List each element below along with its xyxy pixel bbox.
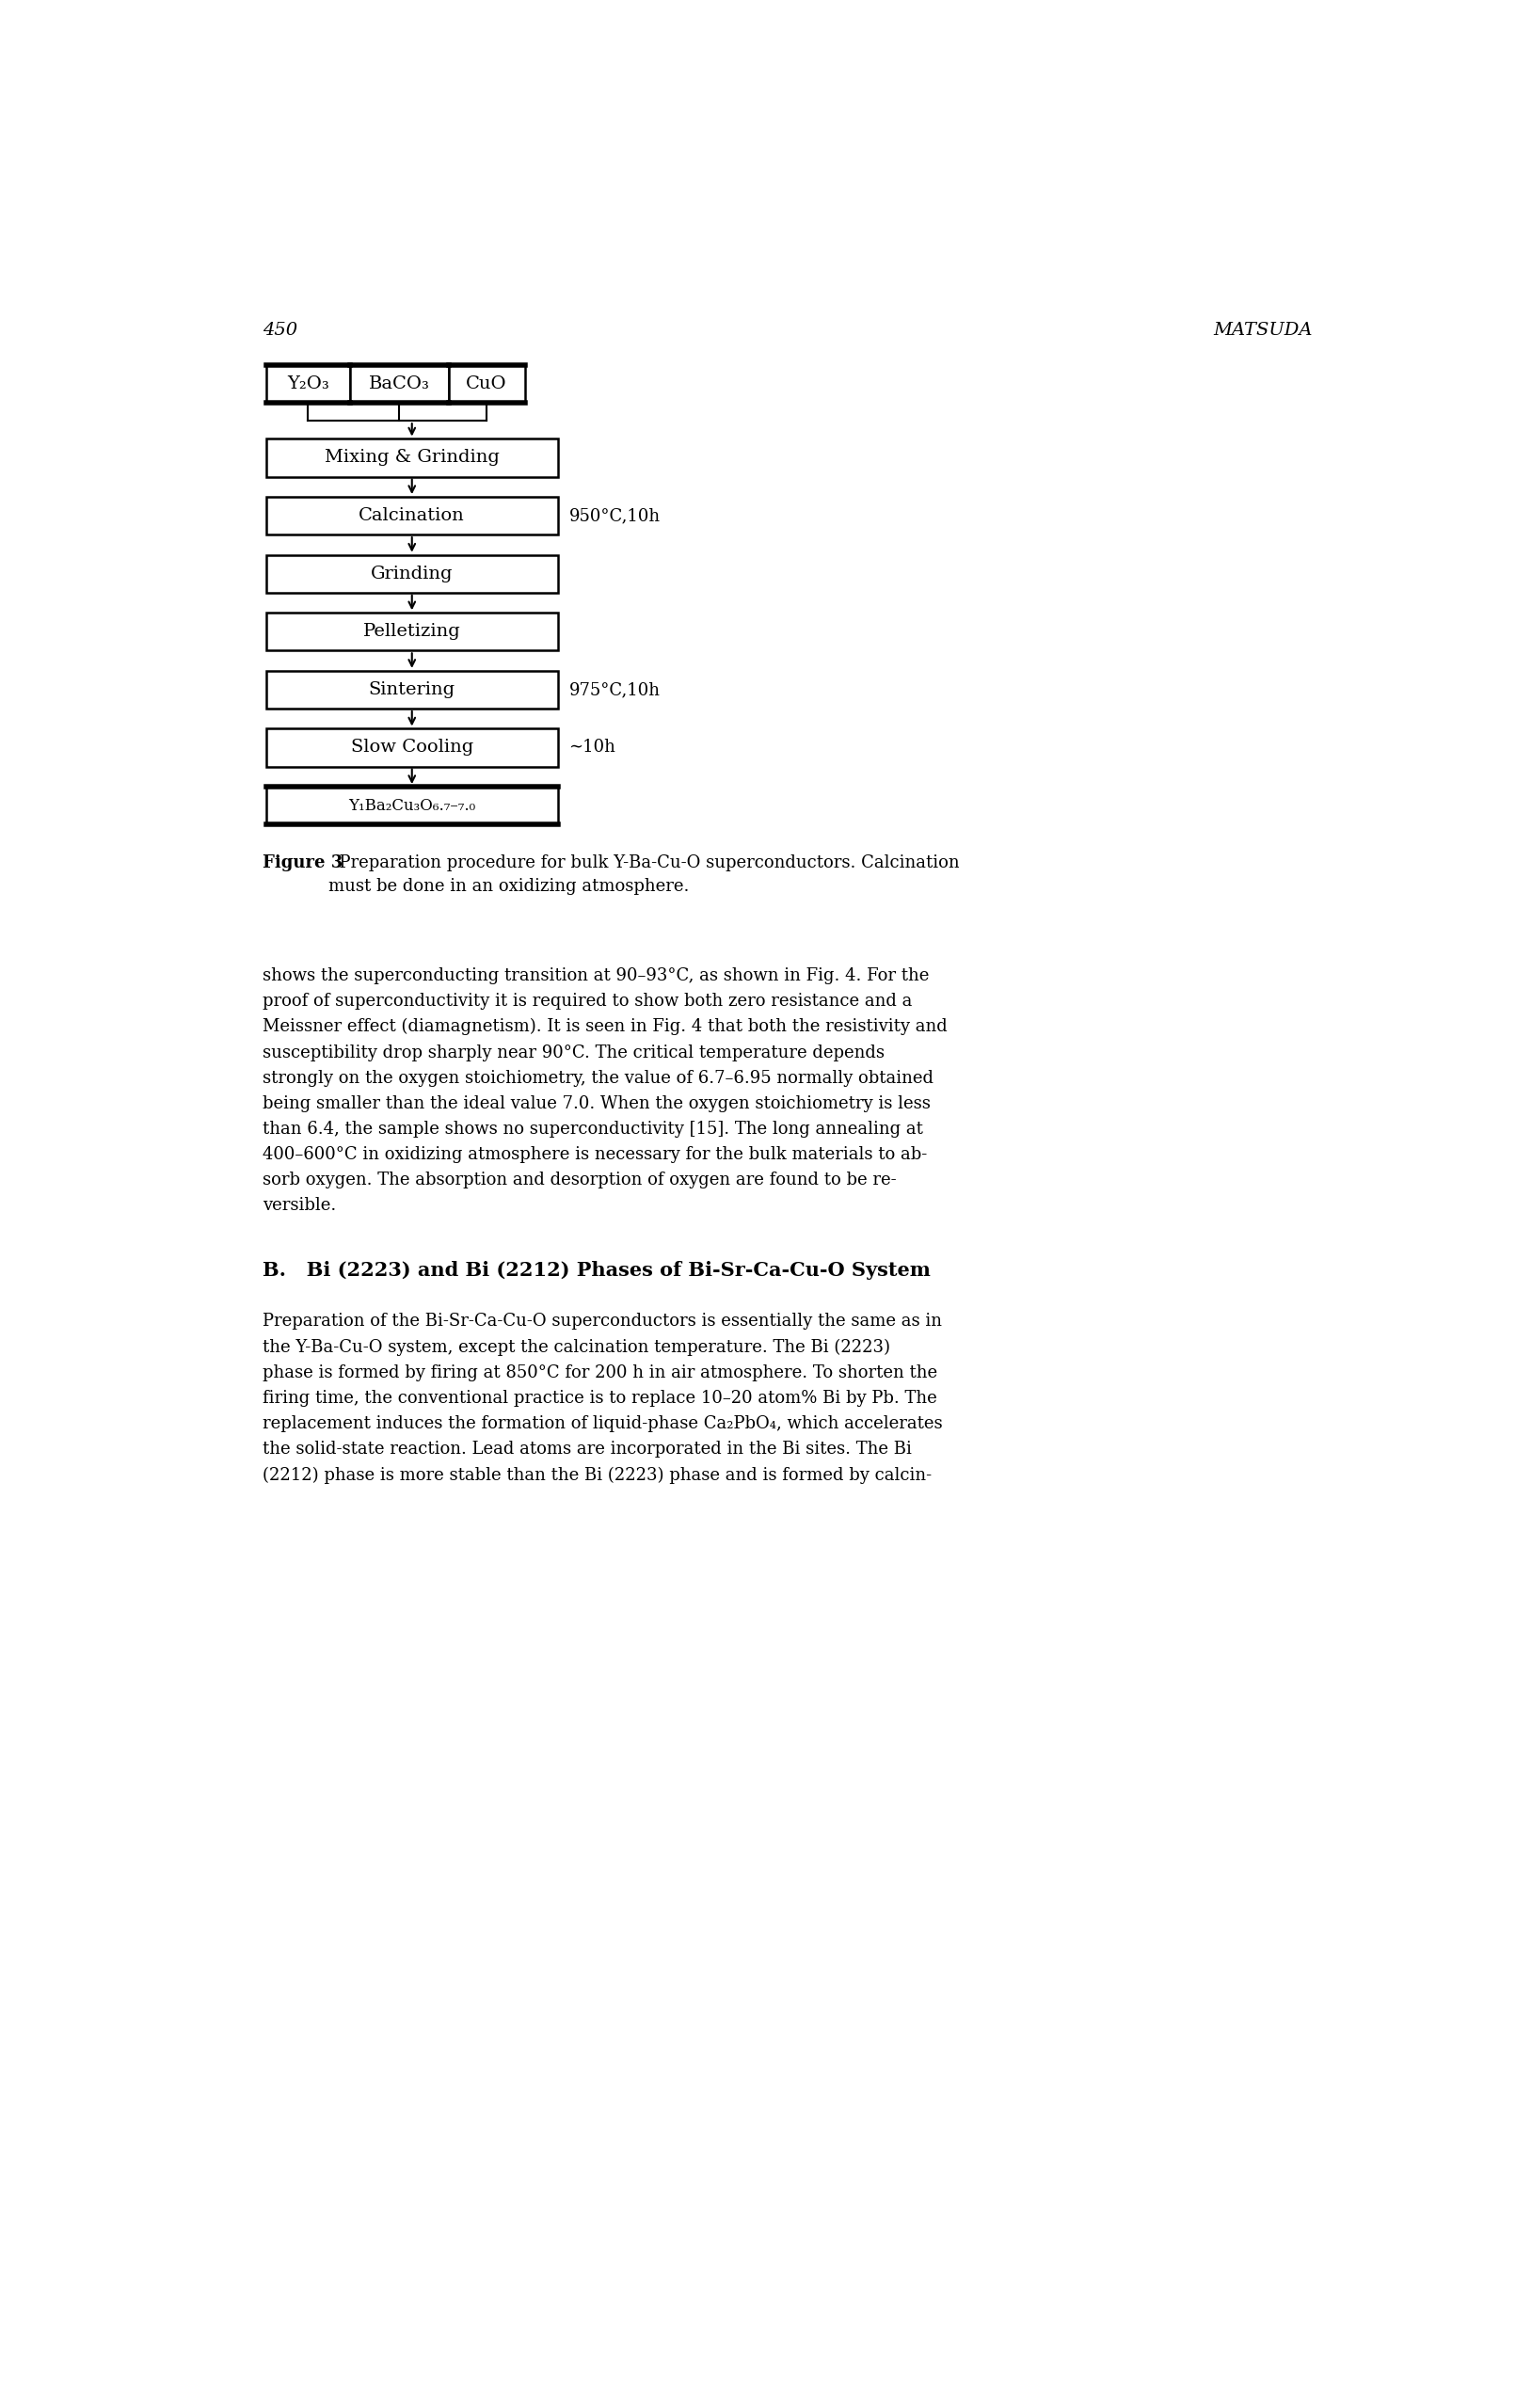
Text: BaCO₃: BaCO₃ (368, 376, 429, 393)
Bar (267, 614, 558, 650)
Text: Sintering: Sintering (368, 681, 455, 698)
Text: CuO: CuO (465, 376, 508, 393)
Text: Grinding: Grinding (371, 566, 453, 583)
Text: B.   Bi (2223) and Bi (2212) Phases of Bi-Sr-Ca-Cu-O System: B. Bi (2223) and Bi (2212) Phases of Bi-… (262, 1262, 931, 1279)
Text: 975°C,10h: 975°C,10h (568, 681, 659, 698)
Text: Calcination: Calcination (359, 508, 465, 525)
Text: Slow Cooling: Slow Cooling (350, 739, 473, 756)
Bar (267, 366, 350, 402)
Text: 950°C,10h: 950°C,10h (568, 508, 659, 525)
Bar (449, 366, 525, 402)
Text: 450: 450 (262, 323, 297, 340)
Bar (267, 438, 558, 477)
Text: shows the superconducting transition at 90–93°C, as shown in Fig. 4. For the
pro: shows the superconducting transition at … (262, 968, 948, 1214)
Bar (267, 496, 558, 535)
Bar (267, 730, 558, 766)
Bar (267, 672, 558, 708)
Text: Pelletizing: Pelletizing (364, 624, 461, 641)
Text: Y₂O₃: Y₂O₃ (287, 376, 329, 393)
Text: Figure 3: Figure 3 (262, 855, 343, 872)
Text: Mixing & Grinding: Mixing & Grinding (324, 450, 499, 467)
Bar (350, 366, 449, 402)
Text: Preparation procedure for bulk Y-Ba-Cu-O superconductors. Calcination
must be do: Preparation procedure for bulk Y-Ba-Cu-O… (327, 855, 960, 896)
Text: ∼10h: ∼10h (568, 739, 615, 756)
Text: Y₁Ba₂Cu₃O₆.₇–₇.₀: Y₁Ba₂Cu₃O₆.₇–₇.₀ (349, 797, 476, 814)
Text: Preparation of the Bi-Sr-Ca-Cu-O superconductors is essentially the same as in
t: Preparation of the Bi-Sr-Ca-Cu-O superco… (262, 1312, 943, 1483)
Bar (267, 787, 558, 824)
Text: MATSUDA: MATSUDA (1213, 323, 1313, 340)
Bar (267, 554, 558, 592)
